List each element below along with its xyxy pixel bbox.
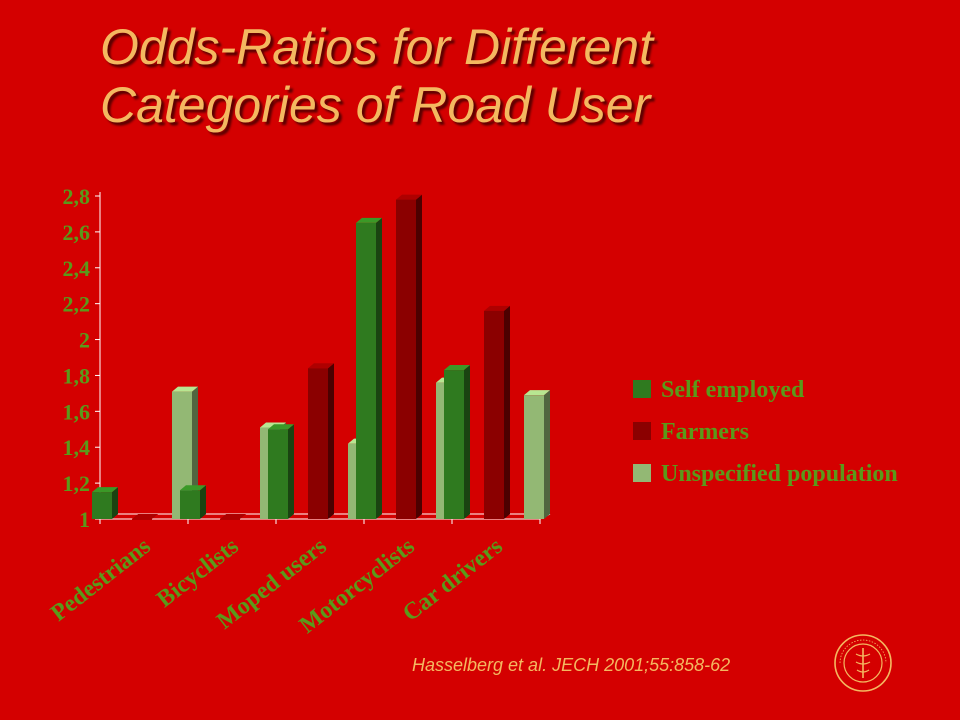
y-tick-label: 1,4 (63, 435, 91, 460)
bar-top (308, 363, 334, 369)
bar-side (504, 305, 510, 519)
slide-title: Odds-Ratios for Different Categories of … (100, 18, 920, 134)
bar (92, 492, 112, 519)
bar (180, 490, 200, 519)
legend-label: Self employed (661, 377, 805, 403)
bar (444, 370, 464, 519)
bar-side (112, 487, 118, 519)
bar-top (180, 485, 206, 491)
y-tick-label: 1,8 (63, 363, 91, 388)
legend-swatch (633, 422, 651, 440)
bar-top (132, 514, 158, 519)
y-tick-label: 2 (79, 328, 90, 353)
bar (484, 310, 504, 519)
legend-label: Farmers (661, 419, 749, 445)
legend-swatch (633, 464, 651, 482)
bar-side (288, 424, 294, 519)
bar-side (416, 194, 422, 520)
legend-swatch (633, 380, 651, 398)
bar-top (484, 305, 510, 311)
bar-top (268, 424, 294, 430)
bar (268, 429, 288, 519)
y-tick-label: 2,8 (63, 184, 91, 209)
bar-side (376, 217, 382, 519)
bar-top (396, 194, 422, 200)
y-tick-label: 1,6 (63, 399, 91, 424)
bar-top (92, 487, 118, 493)
bar (132, 519, 152, 520)
category-label: Pedestrians (46, 533, 156, 627)
title-line-1: Odds-Ratios for Different (100, 19, 653, 75)
legend-label: Unspecified population (661, 461, 898, 487)
bar-side (328, 363, 334, 519)
bar (220, 519, 240, 520)
title-line-2: Categories of Road User (100, 77, 651, 133)
y-tick-label: 2,2 (63, 292, 91, 317)
bar-top (356, 217, 382, 223)
bar (524, 395, 544, 519)
bar (396, 199, 416, 520)
y-tick-label: 1,2 (63, 471, 91, 496)
bar-top (220, 514, 246, 519)
bar-top (172, 386, 198, 392)
y-tick-label: 1 (79, 507, 90, 532)
bar-top (444, 365, 470, 371)
institution-seal-logo (834, 634, 892, 692)
bar-side (544, 390, 550, 519)
bar-side (464, 365, 470, 519)
bar-side (200, 485, 206, 519)
y-tick-label: 2,6 (63, 220, 91, 245)
bar (356, 222, 376, 519)
citation: Hasselberg et al. JECH 2001;55:858-62 (412, 655, 731, 675)
bar-top (524, 390, 550, 396)
y-tick-label: 2,4 (63, 256, 91, 281)
bar (308, 368, 328, 519)
